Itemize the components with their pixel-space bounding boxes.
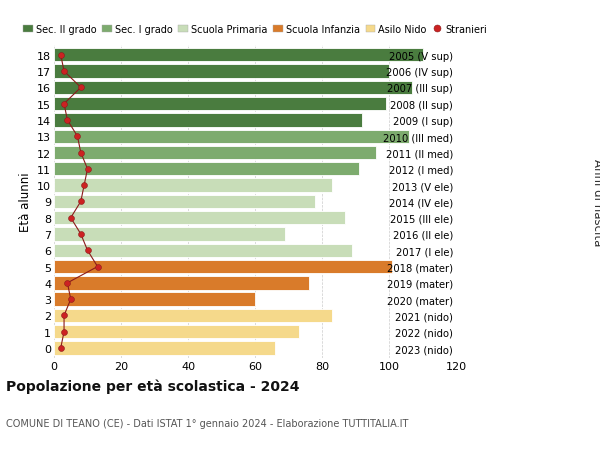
Point: [76, 84, 86, 92]
Bar: [54, 65, 389, 78]
Bar: [54, 146, 376, 160]
Bar: [54, 228, 285, 241]
Point: [59, 328, 69, 336]
Point: [56, 345, 65, 352]
Point: [83, 166, 92, 173]
Point: [59, 68, 69, 76]
Point: [59, 312, 69, 319]
Point: [66, 214, 76, 222]
Point: [83, 247, 92, 254]
Bar: [54, 212, 346, 225]
Point: [76, 198, 86, 206]
Bar: [54, 293, 255, 306]
Point: [66, 296, 76, 303]
Bar: [54, 82, 412, 95]
Point: [93, 263, 103, 271]
Bar: [54, 277, 308, 290]
Text: Anni di nascita: Anni di nascita: [590, 158, 600, 246]
Bar: [54, 163, 359, 176]
Bar: [54, 49, 422, 62]
Point: [56, 52, 65, 59]
Legend: Sec. II grado, Sec. I grado, Scuola Primaria, Scuola Infanzia, Asilo Nido, Stran: Sec. II grado, Sec. I grado, Scuola Prim…: [23, 25, 487, 35]
Point: [73, 133, 82, 140]
Point: [76, 150, 86, 157]
Point: [62, 280, 72, 287]
Point: [76, 231, 86, 238]
Bar: [54, 195, 316, 209]
Bar: [54, 309, 332, 322]
Point: [62, 117, 72, 124]
Bar: [54, 130, 409, 144]
Y-axis label: Età alunni: Età alunni: [19, 172, 32, 232]
Bar: [54, 244, 352, 257]
Bar: [54, 325, 299, 339]
Text: COMUNE DI TEANO (CE) - Dati ISTAT 1° gennaio 2024 - Elaborazione TUTTITALIA.IT: COMUNE DI TEANO (CE) - Dati ISTAT 1° gen…: [6, 418, 409, 428]
Point: [59, 101, 69, 108]
Point: [79, 182, 89, 190]
Bar: [54, 341, 275, 355]
Bar: [54, 98, 386, 111]
Bar: [54, 179, 332, 192]
Text: Popolazione per età scolastica - 2024: Popolazione per età scolastica - 2024: [6, 379, 299, 393]
Bar: [54, 114, 362, 127]
Bar: [54, 260, 392, 274]
